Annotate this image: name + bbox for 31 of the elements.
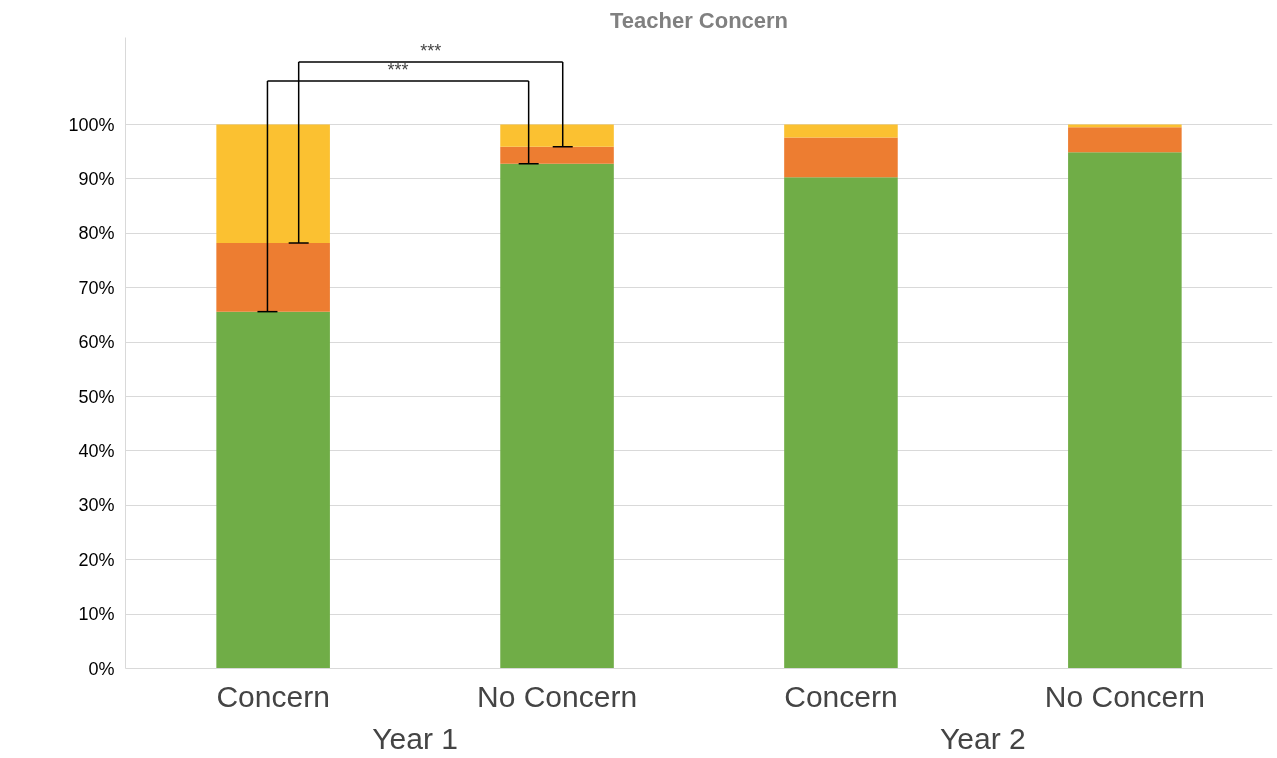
bar	[500, 146, 614, 164]
bar	[1068, 127, 1182, 153]
bar	[500, 124, 614, 147]
y-tick-label: 50%	[78, 386, 115, 407]
y-tick-label: 0%	[88, 658, 115, 679]
annotation: ***	[387, 60, 409, 81]
text: Year 1	[372, 721, 458, 755]
y-tick-label: 100%	[68, 114, 115, 135]
y-tick-label: 70%	[78, 277, 115, 298]
y-tick-label: 60%	[78, 332, 115, 353]
y-tick-label: 10%	[78, 604, 115, 625]
x-tick-label: No Concern	[477, 679, 638, 713]
bar	[1068, 152, 1182, 669]
y-tick-label: 30%	[78, 495, 115, 516]
y-tick-label: 80%	[78, 223, 115, 244]
y-tick-label: 20%	[78, 549, 115, 570]
y-tick-label: 40%	[78, 440, 115, 461]
annotation: ***	[420, 40, 442, 61]
bar	[216, 311, 330, 669]
bar	[784, 177, 898, 669]
x-tick-label: Concern	[216, 679, 330, 713]
bar	[216, 243, 330, 312]
bar	[784, 124, 898, 138]
text: Year 2	[940, 721, 1026, 755]
chart-title: Teacher Concern	[609, 7, 789, 33]
bar	[784, 137, 898, 178]
bar	[216, 124, 330, 244]
bar	[500, 163, 614, 669]
x-tick-label: No Concern	[1044, 679, 1205, 713]
x-tick-label: Concern	[784, 679, 898, 713]
y-tick-label: 90%	[78, 168, 115, 189]
